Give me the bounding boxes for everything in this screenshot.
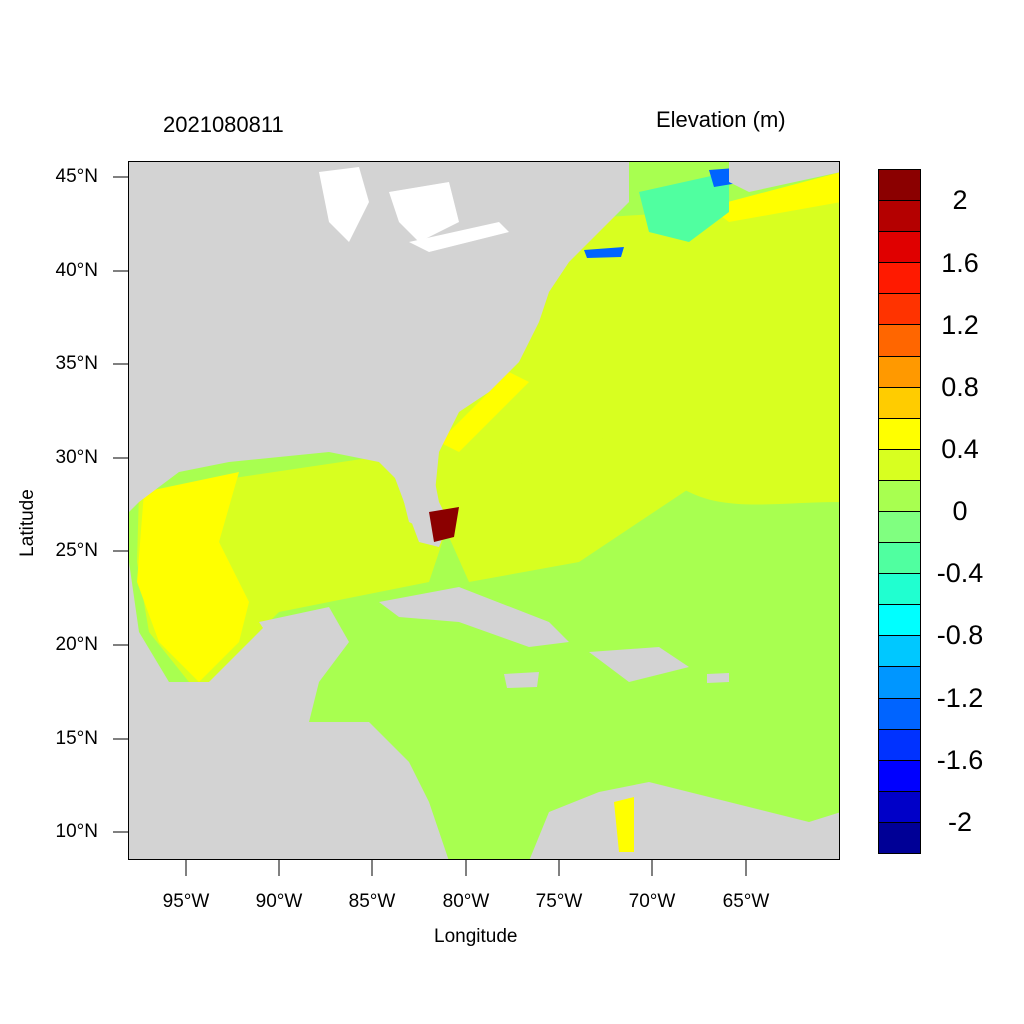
- colorbar-segment: [878, 417, 921, 450]
- yucatan-land: [259, 607, 349, 682]
- xtick-80: 80°W: [442, 891, 490, 912]
- southeast-coast-high: [439, 372, 529, 452]
- colorbar-segment: [878, 790, 921, 823]
- colorbar-segment: [878, 293, 921, 326]
- colorbar-label-neg0.8: -0.8: [936, 620, 984, 650]
- south-america-land: [529, 782, 839, 859]
- colorbar-label-neg1.2: -1.2: [936, 683, 984, 713]
- colorbar-segment: [878, 169, 921, 202]
- colorbar-segment: [878, 666, 921, 699]
- central-america-land: [129, 562, 449, 859]
- colorbar-segment: [878, 604, 921, 637]
- colorbar-segment: [878, 200, 921, 233]
- maracaibo-high: [614, 797, 634, 852]
- ytick-15: 15°N: [55, 728, 98, 749]
- colorbar-label-2: 2: [952, 185, 968, 215]
- puerto-rico-land: [707, 673, 729, 683]
- x-axis-title: Longitude: [434, 926, 518, 947]
- lake-erie: [409, 222, 509, 252]
- colorbar-label-neg2: -2: [947, 807, 972, 837]
- florida-surge: [429, 507, 459, 542]
- map-svg: [129, 162, 839, 859]
- cuba-land: [379, 587, 569, 647]
- colorbar-segment: [878, 386, 921, 419]
- colorbar-segment: [878, 697, 921, 730]
- colorbar-segment: [878, 542, 921, 575]
- xtick-85: 85°W: [348, 891, 396, 912]
- colorbar-label-neg0.4: -0.4: [936, 558, 984, 588]
- hispaniola-land: [589, 647, 689, 682]
- colorbar-segment: [878, 759, 921, 792]
- colorbar-segment: [878, 635, 921, 668]
- colorbar-segment: [878, 573, 921, 606]
- colorbar-segment: [878, 231, 921, 264]
- ytick-40: 40°N: [55, 260, 98, 281]
- ytick-35: 35°N: [55, 353, 98, 374]
- colorbar-segment: [878, 821, 921, 854]
- y-axis-title: Latitude: [17, 489, 38, 557]
- xtick-95: 95°W: [162, 891, 210, 912]
- colorbar-segment: [878, 479, 921, 512]
- gulf-of-maine-low: [639, 172, 729, 242]
- lake-huron: [389, 182, 459, 242]
- xtick-65: 65°W: [722, 891, 770, 912]
- colorbar-label-0: 0: [952, 496, 968, 526]
- ytick-45: 45°N: [55, 166, 98, 187]
- colorbar-label-0.8: 0.8: [941, 372, 979, 402]
- ytick-30: 30°N: [55, 447, 98, 468]
- colorbar: [878, 169, 921, 854]
- nj-low: [584, 247, 624, 258]
- colorbar-segment: [878, 355, 921, 388]
- nova-scotia-land: [729, 162, 839, 192]
- xtick-75: 75°W: [535, 891, 583, 912]
- western-gulf-high: [137, 472, 249, 682]
- colorbar-segment: [878, 448, 921, 481]
- variable-title: Elevation (m): [656, 107, 786, 132]
- north-america-land: [129, 162, 629, 532]
- atlantic-mid-sea: [429, 412, 729, 582]
- jamaica-land: [504, 672, 539, 688]
- colorbar-segment: [878, 511, 921, 544]
- lake-michigan: [319, 167, 369, 242]
- ytick-10: 10°N: [55, 821, 98, 842]
- ytick-20: 20°N: [55, 634, 98, 655]
- colorbar-label-0.4: 0.4: [941, 434, 979, 464]
- colorbar-label-1.6: 1.6: [941, 248, 979, 278]
- xtick-70: 70°W: [628, 891, 676, 912]
- ytick-25: 25°N: [55, 540, 98, 561]
- colorbar-label-neg1.6: -1.6: [936, 745, 984, 775]
- timestamp-title: 2021080811: [163, 112, 284, 137]
- colorbar-segment: [878, 324, 921, 357]
- colorbar-segment: [878, 262, 921, 295]
- northeast-high: [709, 172, 839, 222]
- map-panel: [128, 161, 840, 860]
- colorbar-segment: [878, 728, 921, 761]
- colorbar-label-1.2: 1.2: [941, 310, 979, 340]
- xtick-90: 90°W: [255, 891, 303, 912]
